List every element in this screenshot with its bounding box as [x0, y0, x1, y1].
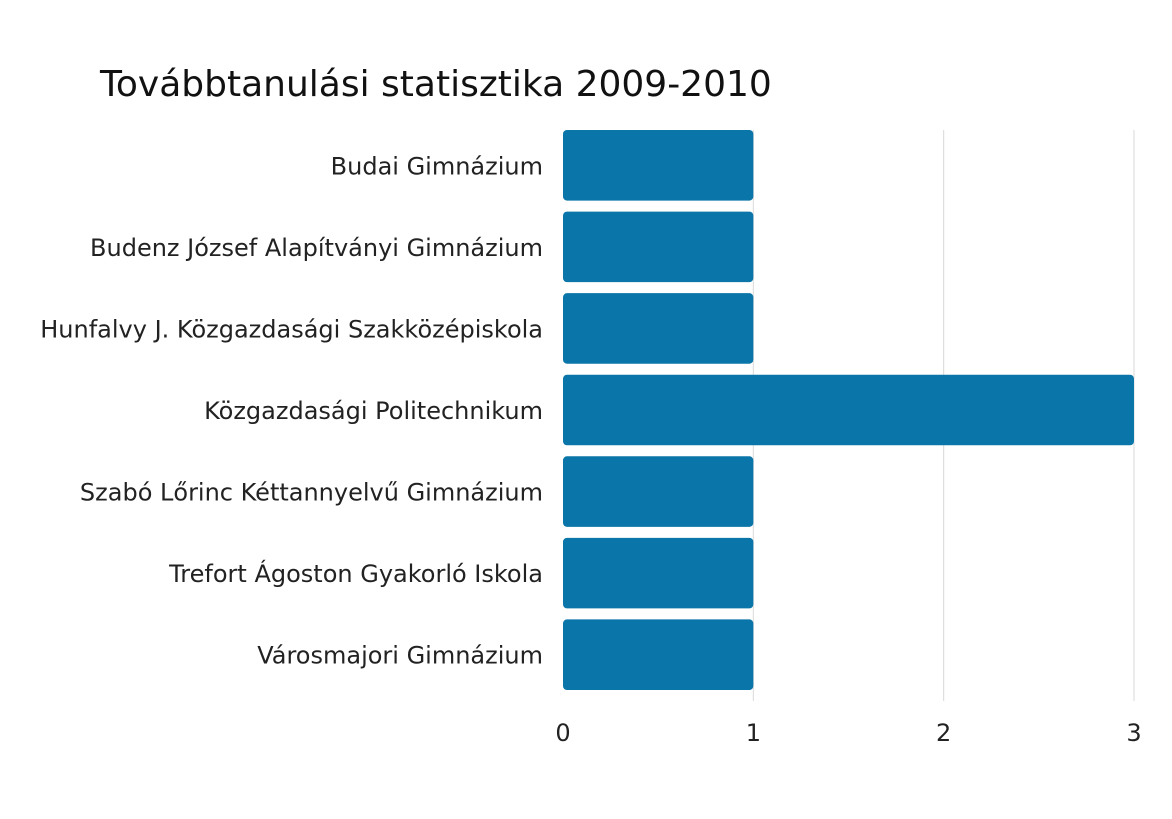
bars — [563, 130, 1134, 690]
bar[interactable] — [563, 130, 754, 201]
category-label: Trefort Ágoston Gyakorló Iskola — [168, 559, 543, 588]
category-label: Közgazdasági Politechnikum — [204, 397, 543, 425]
x-tick-label: 1 — [746, 719, 761, 747]
bar[interactable] — [563, 374, 1134, 446]
bar[interactable] — [563, 619, 754, 690]
x-tick-label: 3 — [1126, 719, 1141, 747]
category-label: Hunfalvy J. Közgazdasági Szakközépiskola — [40, 315, 543, 343]
bar[interactable] — [563, 211, 754, 283]
chart-title: Továbbtanulási statisztika 2009-2010 — [99, 64, 772, 105]
x-tick-label: 0 — [555, 719, 570, 747]
x-tick-label: 2 — [936, 719, 951, 747]
x-axis-ticks: 0 1 2 3 — [555, 719, 1141, 747]
category-label: Budai Gimnázium — [331, 152, 543, 180]
category-label: Budenz József Alapítványi Gimnázium — [90, 234, 543, 262]
category-label: Városmajori Gimnázium — [257, 642, 543, 670]
bar[interactable] — [563, 293, 754, 364]
bar[interactable] — [563, 537, 754, 609]
category-label: Szabó Lőrinc Kéttannyelvű Gimnázium — [80, 479, 543, 507]
category-labels: Budai Gimnázium Budenz József Alapítványi… — [40, 152, 543, 669]
bar[interactable] — [563, 456, 754, 527]
